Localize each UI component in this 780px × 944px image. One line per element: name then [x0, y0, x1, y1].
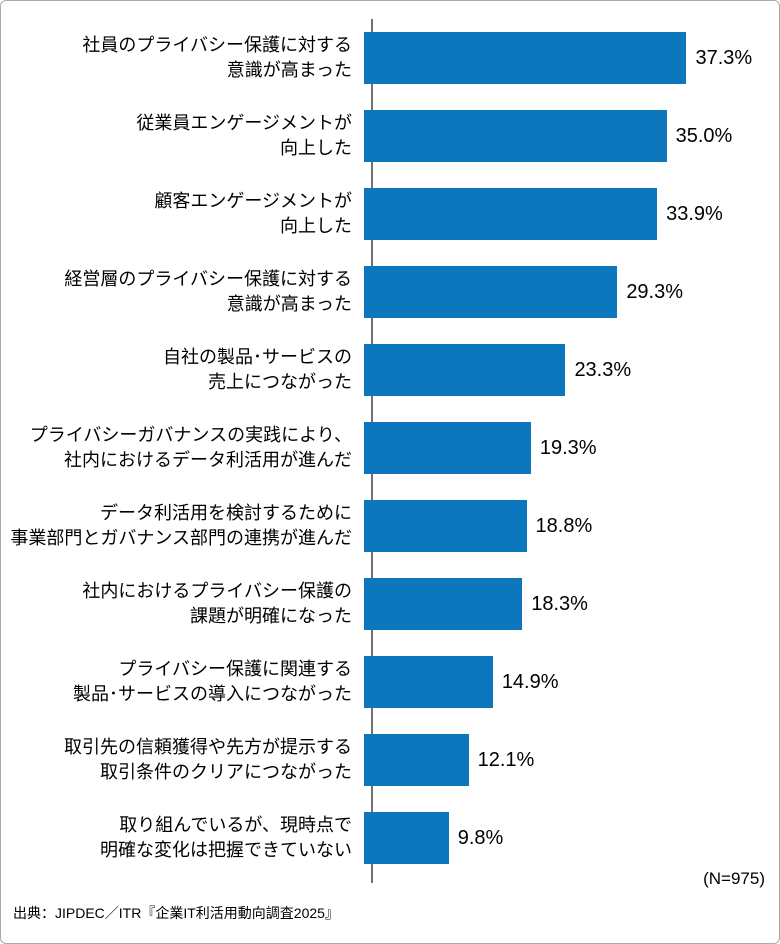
category-label-line: 社内におけるプライバシー保護の [82, 581, 352, 602]
bar-track: 18.3% [361, 578, 779, 630]
bar-row: 取り組んでいるが、現時点で明確な変化は把握できていない 9.8% [1, 799, 779, 877]
category-label: 顧客エンゲージメントが向上した [1, 189, 361, 239]
category-label-line: 課題が明確になった [190, 606, 352, 626]
bar-track: 29.3% [361, 266, 779, 318]
bar-row: プライバシーガバナンスの実践により、社内におけるデータ利活用が進んだ 19.3% [1, 409, 779, 487]
category-label: プライバシーガバナンスの実践により、社内におけるデータ利活用が進んだ [1, 423, 361, 473]
category-label-line: 意識が高まった [226, 294, 352, 314]
value-label: 18.3% [531, 592, 588, 615]
bar [364, 266, 618, 318]
bar [364, 812, 449, 864]
sample-size-label: (N=975) [703, 869, 765, 888]
bar-chart: 社員のプライバシー保護に対する意識が高まった 37.3% 従業員エンゲージメント… [1, 19, 779, 889]
value-label: 14.9% [501, 670, 559, 693]
category-label-line: 自社の製品･サービスの [163, 347, 352, 368]
bar-track: 33.9% [361, 188, 779, 240]
category-label-line: 向上した [280, 216, 352, 236]
category-label: 自社の製品･サービスの売上につながった [1, 345, 361, 395]
category-label-line: 事業部門とガバナンス部門の連携が進んだ [10, 528, 352, 548]
category-label-line: 売上につながった [208, 372, 352, 392]
bar [364, 500, 527, 552]
value-label: 33.9% [666, 202, 723, 225]
bar [364, 578, 523, 630]
bar-track: 37.3% [361, 32, 779, 84]
bar [364, 734, 469, 786]
category-label: 取引先の信頼獲得や先方が提示する取引条件のクリアにつながった [1, 735, 361, 785]
bar-track: 23.3% [361, 344, 779, 396]
category-label: プライバシー保護に関連する製品･サービスの導入につながった [1, 657, 361, 707]
source-caption: 出典：JIPDEC／ITR『企業IT利活用動向調査2025』 [13, 905, 339, 921]
category-label-line: 取引先の信頼獲得や先方が提示する [64, 737, 352, 758]
bar-row: 従業員エンゲージメントが向上した 35.0% [1, 97, 779, 175]
value-label: 18.8% [535, 514, 593, 537]
bar-track: 35.0% [361, 110, 779, 162]
category-label-line: 顧客エンゲージメントが [154, 191, 352, 212]
value-label: 9.8% [457, 826, 504, 849]
bar-row: 社員のプライバシー保護に対する意識が高まった 37.3% [1, 19, 779, 97]
bar-track: 18.8% [361, 500, 779, 552]
value-label: 19.3% [539, 436, 597, 459]
value-label: 37.3% [695, 46, 753, 69]
category-label-line: 社員のプライバシー保護に対する [82, 35, 352, 56]
bar [364, 188, 658, 240]
bar-track: 14.9% [361, 656, 779, 708]
value-label: 29.3% [626, 280, 684, 303]
category-label: 社内におけるプライバシー保護の課題が明確になった [1, 579, 361, 629]
bar [364, 110, 667, 162]
value-label: 35.0% [675, 124, 733, 147]
bar-track: 12.1% [361, 734, 779, 786]
bar-row: データ利活用を検討するために事業部門とガバナンス部門の連携が進んだ 18.8% [1, 487, 779, 565]
bar-track: 19.3% [361, 422, 779, 474]
bar-row: 取引先の信頼獲得や先方が提示する取引条件のクリアにつながった 12.1% [1, 721, 779, 799]
value-label: 23.3% [574, 358, 632, 381]
category-label-line: 取り組んでいるが、現時点で [119, 815, 352, 836]
category-label-line: データ利活用を検討するために [100, 503, 352, 524]
bar [364, 656, 493, 708]
bar-row: プライバシー保護に関連する製品･サービスの導入につながった 14.9% [1, 643, 779, 721]
bar-row: 顧客エンゲージメントが向上した 33.9% [1, 175, 779, 253]
category-label-line: プライバシー保護に関連する [118, 659, 352, 680]
category-label-line: 向上した [280, 138, 352, 158]
bar [364, 32, 687, 84]
category-label: 社員のプライバシー保護に対する意識が高まった [1, 33, 361, 83]
category-label-line: 製品･サービスの導入につながった [73, 684, 352, 704]
category-label: 従業員エンゲージメントが向上した [1, 111, 361, 161]
category-label: 取り組んでいるが、現時点で明確な変化は把握できていない [1, 813, 361, 863]
bar-row: 社内におけるプライバシー保護の課題が明確になった 18.3% [1, 565, 779, 643]
bar-row: 自社の製品･サービスの売上につながった 23.3% [1, 331, 779, 409]
category-label-line: 従業員エンゲージメントが [136, 113, 352, 134]
bar-row: 経営層のプライバシー保護に対する意識が高まった 29.3% [1, 253, 779, 331]
category-label: 経営層のプライバシー保護に対する意識が高まった [1, 267, 361, 317]
category-label-line: 経営層のプライバシー保護に対する [64, 269, 352, 290]
bar-rows: 社員のプライバシー保護に対する意識が高まった 37.3% 従業員エンゲージメント… [1, 19, 779, 877]
category-label-line: 明確な変化は把握できていない [100, 840, 352, 860]
bar-track: 9.8% [361, 812, 779, 864]
bar [364, 422, 531, 474]
category-label-line: 取引条件のクリアにつながった [100, 762, 352, 782]
category-label-line: 意識が高まった [226, 60, 352, 80]
category-label-line: プライバシーガバナンスの実践により、 [29, 425, 352, 446]
bar [364, 344, 566, 396]
category-label-line: 社内におけるデータ利活用が進んだ [64, 450, 352, 470]
category-label: データ利活用を検討するために事業部門とガバナンス部門の連携が進んだ [1, 501, 361, 551]
value-label: 12.1% [477, 748, 535, 771]
